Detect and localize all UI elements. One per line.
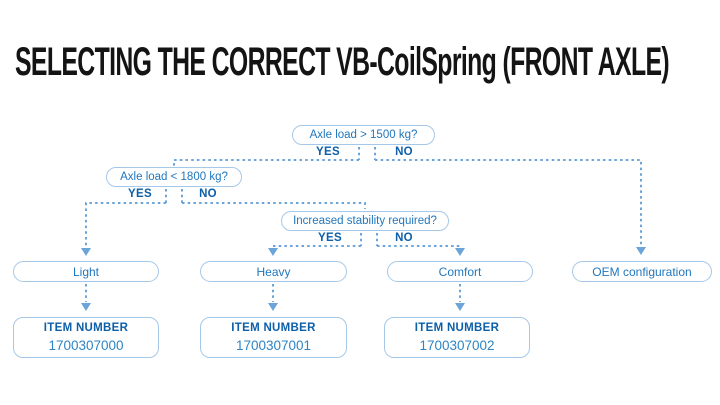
arrow-down-item-comfort-icon [455,303,465,311]
arrow-down-heavy-icon [268,248,278,256]
arrow-down-light-icon [81,248,91,256]
connector-d2-yes-line [85,202,166,247]
decision-axle-load-1800: Axle load < 1800 kg? [106,167,242,187]
decision-axle-load-1500-yes-label: YES [316,146,340,158]
item-number-value: 1700307000 [48,338,124,353]
item-number-value: 1700307002 [419,338,495,353]
connector-d2-no-line [182,202,366,209]
result-oem-configuration: OEM configuration [572,261,712,282]
arrow-down-item-light-icon [81,303,91,311]
result-comfort: Comfort [387,261,533,282]
item-number-label: ITEM NUMBER [43,322,129,334]
item-number-box-heavy: ITEM NUMBER 1700307001 [200,317,347,358]
arrow-down-item-heavy-icon [268,303,278,311]
item-number-value: 1700307001 [235,338,312,353]
item-number-label: ITEM NUMBER [231,322,316,334]
arrow-down-oem-icon [636,247,646,255]
decision-stability-yes-label: YES [318,232,342,244]
result-comfort-label: Comfort [438,264,482,279]
connector-d1-yes-line [173,159,359,166]
decision-axle-load-1800-no-label: NO [199,188,217,200]
decision-axle-load-1500-text: Axle load > 1500 kg? [309,129,418,141]
decision-axle-load-1800-text: Axle load < 1800 kg? [120,171,228,183]
decision-axle-load-1500-no-label: NO [395,146,413,158]
decision-axle-load-1800-yes-label: YES [128,188,152,200]
result-oem-configuration-label: OEM configuration [592,264,692,279]
result-heavy: Heavy [200,261,347,282]
item-number-box-light: ITEM NUMBER 1700307000 [13,317,159,358]
result-light-label: Light [72,264,100,279]
item-number-label: ITEM NUMBER [414,322,500,334]
decision-stability-no-label: NO [395,232,413,244]
item-number-box-comfort: ITEM NUMBER 1700307002 [384,317,530,358]
arrow-down-comfort-icon [455,248,465,256]
result-heavy-label: Heavy [256,264,291,279]
result-light: Light [13,261,159,282]
page-title: SELECTING THE CORRECT VB-CoilSpring (FRO… [15,40,670,84]
decision-stability-text: Increased stability required? [293,215,437,227]
decision-stability: Increased stability required? [281,211,449,231]
decision-axle-load-1500: Axle load > 1500 kg? [292,125,435,145]
